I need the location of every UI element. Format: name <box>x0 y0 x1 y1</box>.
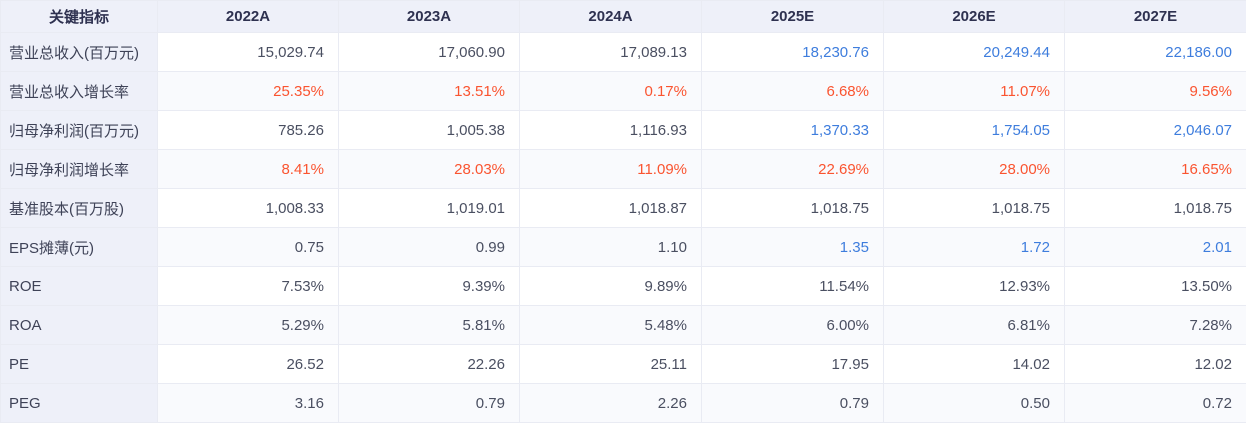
table-row: 基准股本(百万股) 1,008.33 1,019.01 1,018.87 1,018.7… <box>0 188 1246 228</box>
table-cell: 14.02 <box>883 344 1065 384</box>
header-year-2026e: 2026E <box>883 0 1065 33</box>
table-cell: 15,029.74 <box>157 32 339 72</box>
table-cell: 8.41% <box>157 149 339 189</box>
table-row: PEG 3.16 0.79 2.26 0.79 0.50 0.72 <box>0 383 1246 423</box>
row-label: ROE <box>0 266 158 306</box>
table-row: 营业总收入(百万元) 15,029.74 17,060.90 17,089.13 18,… <box>0 32 1246 72</box>
table-cell: 1,018.75 <box>701 188 884 228</box>
table-cell: 0.99 <box>338 227 520 267</box>
row-label: PE <box>0 344 158 384</box>
table-cell: 11.07% <box>883 71 1065 111</box>
table-cell: 1.72 <box>883 227 1065 267</box>
row-label: PEG <box>0 383 158 423</box>
row-label: 基准股本(百万股) <box>0 188 158 228</box>
table-cell: 1,018.75 <box>1064 188 1246 228</box>
table-cell: 17,060.90 <box>338 32 520 72</box>
row-label: EPS摊薄(元) <box>0 227 158 267</box>
table-cell: 9.56% <box>1064 71 1246 111</box>
table-cell: 1,008.33 <box>157 188 339 228</box>
table-cell: 5.81% <box>338 305 520 345</box>
table-cell: 0.72 <box>1064 383 1246 423</box>
table-cell: 11.09% <box>519 149 702 189</box>
row-label: 营业总收入(百万元) <box>0 32 158 72</box>
table-cell: 2.01 <box>1064 227 1246 267</box>
table-cell: 7.53% <box>157 266 339 306</box>
table-cell: 1.35 <box>701 227 884 267</box>
table-cell: 25.11 <box>519 344 702 384</box>
table-cell: 0.75 <box>157 227 339 267</box>
table-cell: 22.69% <box>701 149 884 189</box>
table-row: ROA 5.29% 5.81% 5.48% 6.00% 6.81% 7.28% <box>0 305 1246 345</box>
table-cell: 28.00% <box>883 149 1065 189</box>
table-cell: 6.81% <box>883 305 1065 345</box>
header-year-2027e: 2027E <box>1064 0 1246 33</box>
table-cell: 1,370.33 <box>701 110 884 150</box>
table-cell: 2.26 <box>519 383 702 423</box>
table-row: EPS摊薄(元) 0.75 0.99 1.10 1.35 1.72 2.01 <box>0 227 1246 267</box>
table-cell: 9.89% <box>519 266 702 306</box>
table-cell: 13.50% <box>1064 266 1246 306</box>
table-cell: 1,116.93 <box>519 110 702 150</box>
row-label: ROA <box>0 305 158 345</box>
table-cell: 28.03% <box>338 149 520 189</box>
table-cell: 6.00% <box>701 305 884 345</box>
row-label: 归母净利润(百万元) <box>0 110 158 150</box>
table-cell: 25.35% <box>157 71 339 111</box>
table-cell: 3.16 <box>157 383 339 423</box>
table-cell: 9.39% <box>338 266 520 306</box>
table-cell: 1.10 <box>519 227 702 267</box>
table-row: 营业总收入增长率 25.35% 13.51% 0.17% 6.68% 11.07% 9.56… <box>0 71 1246 111</box>
table-cell: 22.26 <box>338 344 520 384</box>
table-cell: 785.26 <box>157 110 339 150</box>
table-cell: 0.50 <box>883 383 1065 423</box>
header-year-2024a: 2024A <box>519 0 702 33</box>
table-cell: 5.29% <box>157 305 339 345</box>
table-cell: 0.17% <box>519 71 702 111</box>
table-cell: 12.02 <box>1064 344 1246 384</box>
table-cell: 6.68% <box>701 71 884 111</box>
table-cell: 11.54% <box>701 266 884 306</box>
table-cell: 1,005.38 <box>338 110 520 150</box>
table-cell: 1,018.87 <box>519 188 702 228</box>
table-row: PE 26.52 22.26 25.11 17.95 14.02 12.02 <box>0 344 1246 384</box>
table-row: 归母净利润增长率 8.41% 28.03% 11.09% 22.69% 28.00% 16.… <box>0 149 1246 189</box>
header-key-indicator: 关键指标 <box>0 0 158 33</box>
table-cell: 17,089.13 <box>519 32 702 72</box>
header-year-2023a: 2023A <box>338 0 520 33</box>
header-year-2025e: 2025E <box>701 0 884 33</box>
table-row: ROE 7.53% 9.39% 9.89% 11.54% 12.93% 13.50% <box>0 266 1246 306</box>
row-label: 归母净利润增长率 <box>0 149 158 189</box>
table-cell: 22,186.00 <box>1064 32 1246 72</box>
table-cell: 1,019.01 <box>338 188 520 228</box>
table-cell: 16.65% <box>1064 149 1246 189</box>
table-cell: 1,018.75 <box>883 188 1065 228</box>
table-cell: 1,754.05 <box>883 110 1065 150</box>
table-cell: 0.79 <box>701 383 884 423</box>
table-cell: 0.79 <box>338 383 520 423</box>
table-row: 归母净利润(百万元) 785.26 1,005.38 1,116.93 1,370.33… <box>0 110 1246 150</box>
table-cell: 17.95 <box>701 344 884 384</box>
table-cell: 26.52 <box>157 344 339 384</box>
table-cell: 5.48% <box>519 305 702 345</box>
row-label: 营业总收入增长率 <box>0 71 158 111</box>
table-cell: 20,249.44 <box>883 32 1065 72</box>
table-cell: 12.93% <box>883 266 1065 306</box>
table-cell: 13.51% <box>338 71 520 111</box>
header-row: 关键指标 2022A 2023A 2024A 2025E 2026E 2027E <box>0 0 1246 33</box>
header-year-2022a: 2022A <box>157 0 339 33</box>
table-cell: 7.28% <box>1064 305 1246 345</box>
table-cell: 2,046.07 <box>1064 110 1246 150</box>
table-cell: 18,230.76 <box>701 32 884 72</box>
